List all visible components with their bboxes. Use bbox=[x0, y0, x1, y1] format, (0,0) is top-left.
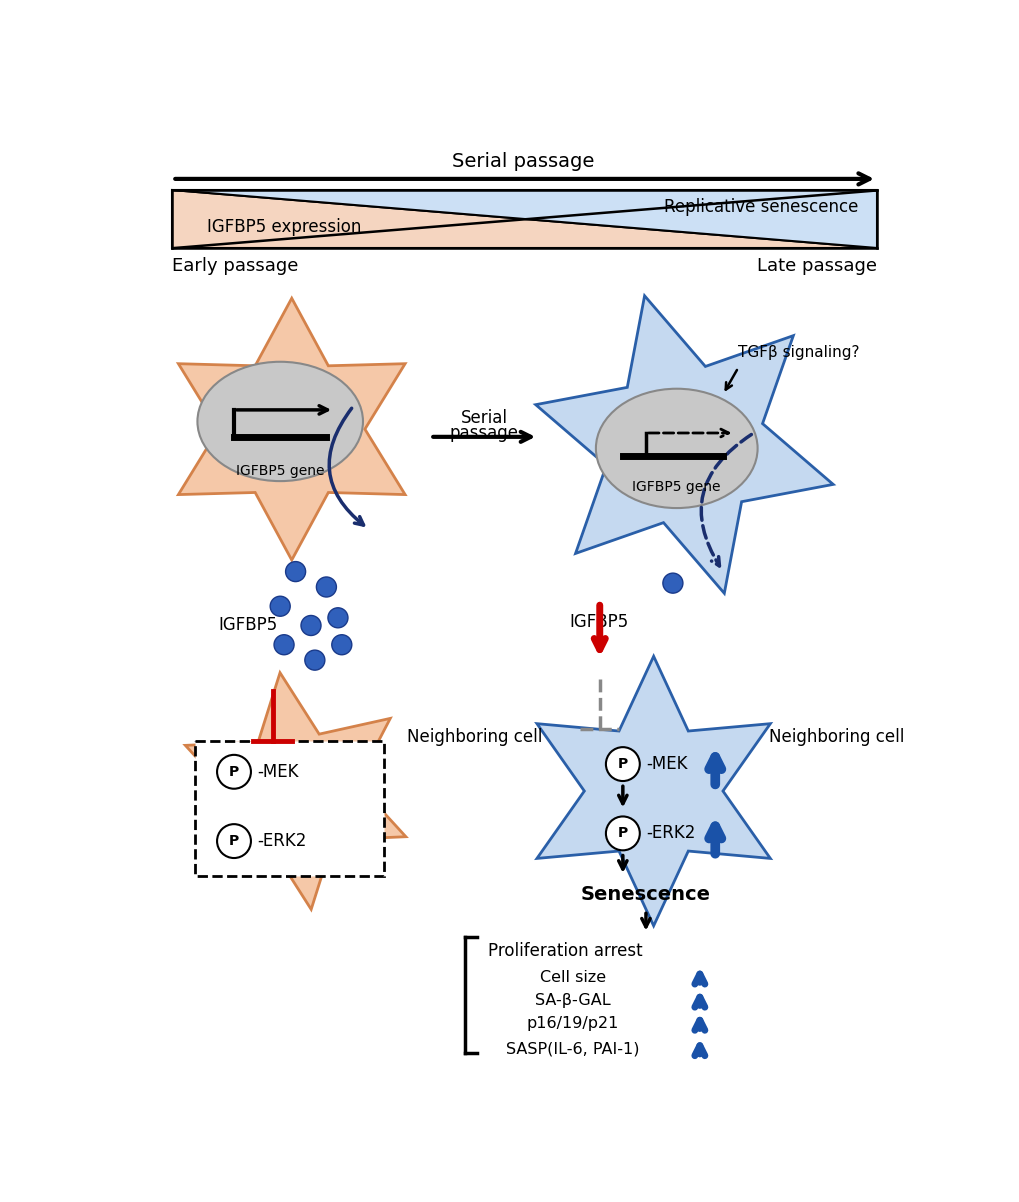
FancyBboxPatch shape bbox=[196, 740, 384, 876]
Circle shape bbox=[270, 596, 290, 617]
Circle shape bbox=[605, 748, 639, 781]
Circle shape bbox=[217, 825, 251, 858]
Text: Cell size: Cell size bbox=[539, 970, 605, 984]
Text: -MEK: -MEK bbox=[645, 755, 687, 773]
Text: P: P bbox=[618, 757, 628, 772]
Text: Neighboring cell: Neighboring cell bbox=[407, 728, 542, 746]
Text: Senescence: Senescence bbox=[581, 886, 710, 904]
Ellipse shape bbox=[198, 362, 363, 481]
Circle shape bbox=[285, 561, 306, 582]
Text: P: P bbox=[228, 834, 238, 849]
Circle shape bbox=[274, 635, 293, 655]
Text: Proliferation arrest: Proliferation arrest bbox=[488, 942, 642, 960]
Text: Serial passage: Serial passage bbox=[451, 151, 593, 171]
Circle shape bbox=[331, 635, 352, 655]
Text: P: P bbox=[618, 827, 628, 840]
Text: SA-β-GAL: SA-β-GAL bbox=[534, 993, 610, 1008]
Polygon shape bbox=[172, 190, 876, 248]
Text: IGFBP5 expression: IGFBP5 expression bbox=[207, 218, 361, 236]
Circle shape bbox=[301, 615, 321, 636]
Circle shape bbox=[662, 573, 683, 593]
Polygon shape bbox=[172, 190, 876, 248]
Text: -ERK2: -ERK2 bbox=[645, 825, 695, 843]
Circle shape bbox=[305, 650, 324, 671]
Text: Neighboring cell: Neighboring cell bbox=[768, 728, 904, 746]
Polygon shape bbox=[185, 673, 406, 910]
Polygon shape bbox=[178, 298, 405, 560]
Text: IGFBP5: IGFBP5 bbox=[218, 617, 277, 635]
Text: SASP(IL-6, PAI-1): SASP(IL-6, PAI-1) bbox=[505, 1041, 639, 1057]
Text: P: P bbox=[228, 764, 238, 779]
Text: -ERK2: -ERK2 bbox=[257, 832, 306, 850]
Circle shape bbox=[328, 608, 347, 627]
Text: passage: passage bbox=[449, 424, 519, 442]
Ellipse shape bbox=[595, 388, 757, 508]
Circle shape bbox=[217, 755, 251, 789]
Text: IGFBP5: IGFBP5 bbox=[569, 613, 628, 631]
Circle shape bbox=[605, 816, 639, 850]
Text: -MEK: -MEK bbox=[257, 763, 299, 781]
Circle shape bbox=[316, 577, 336, 597]
Text: p16/19/p21: p16/19/p21 bbox=[526, 1016, 619, 1031]
Text: IGFBP5 gene: IGFBP5 gene bbox=[235, 464, 324, 478]
Text: Serial: Serial bbox=[461, 409, 507, 427]
Text: Late passage: Late passage bbox=[756, 257, 876, 275]
Text: Replicative senescence: Replicative senescence bbox=[663, 198, 858, 216]
Polygon shape bbox=[536, 656, 769, 926]
Text: TGFβ signaling?: TGFβ signaling? bbox=[738, 345, 859, 359]
Polygon shape bbox=[535, 296, 833, 594]
Text: IGFBP5 gene: IGFBP5 gene bbox=[632, 480, 720, 494]
Text: Early passage: Early passage bbox=[172, 257, 299, 275]
